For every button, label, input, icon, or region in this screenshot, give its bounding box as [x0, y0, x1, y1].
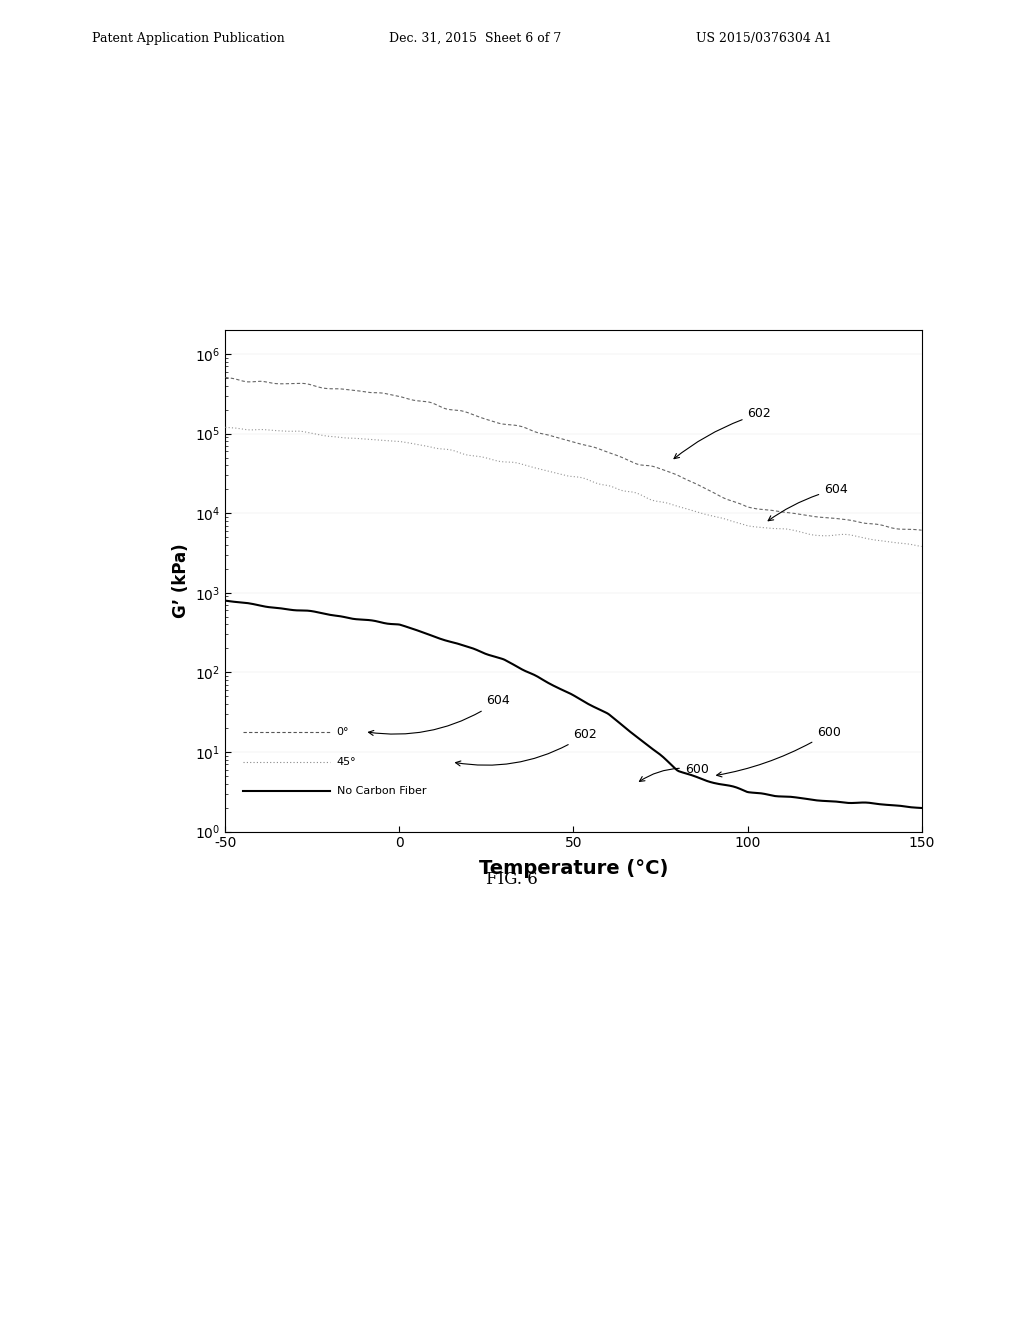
Text: 0°: 0°	[337, 727, 349, 737]
Text: 45°: 45°	[337, 756, 356, 767]
X-axis label: Temperature (°C): Temperature (°C)	[479, 859, 668, 878]
Text: 604: 604	[369, 694, 510, 735]
Text: No Carbon Fiber: No Carbon Fiber	[337, 787, 426, 796]
Text: Dec. 31, 2015  Sheet 6 of 7: Dec. 31, 2015 Sheet 6 of 7	[389, 32, 561, 45]
Text: FIG. 6: FIG. 6	[486, 871, 538, 888]
Text: 600: 600	[717, 726, 841, 777]
Text: 602: 602	[456, 727, 597, 766]
Text: 602: 602	[674, 408, 771, 458]
Text: 604: 604	[768, 483, 848, 521]
Text: Patent Application Publication: Patent Application Publication	[92, 32, 285, 45]
Text: 600: 600	[639, 763, 709, 781]
Y-axis label: G’ (kPa): G’ (kPa)	[171, 544, 189, 618]
Text: US 2015/0376304 A1: US 2015/0376304 A1	[696, 32, 833, 45]
